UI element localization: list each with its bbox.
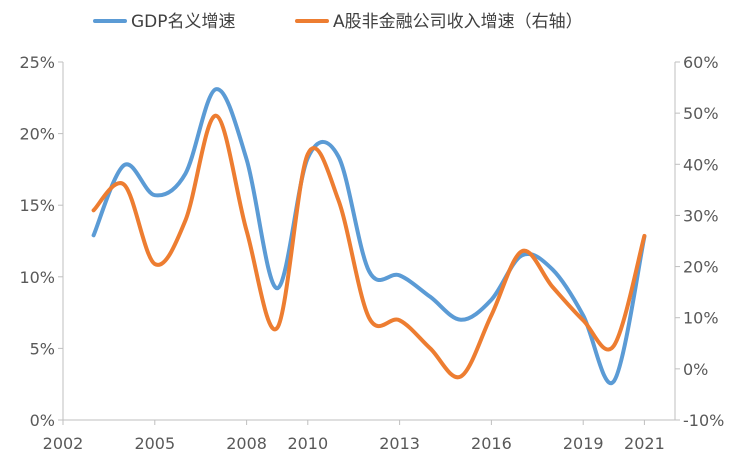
legend-label: GDP名义增速 <box>131 12 236 32</box>
y-right-tick-label: 60% <box>683 53 719 72</box>
y-left-tick-label: 10% <box>19 268 55 287</box>
x-tick-label: 2010 <box>287 434 328 453</box>
y-left-tick-label: 25% <box>19 53 55 72</box>
y-right-tick-label: -10% <box>683 411 724 430</box>
x-tick-label: 2008 <box>226 434 267 453</box>
y-left-tick-label: 5% <box>30 339 55 358</box>
x-tick-label: 2019 <box>563 434 604 453</box>
y-left-tick-label: 0% <box>30 411 55 430</box>
y-right-tick-label: 50% <box>683 104 719 123</box>
x-tick-label: 2002 <box>43 434 84 453</box>
series-line-gdp <box>91 87 647 386</box>
y-right-tick-label: 20% <box>683 258 719 277</box>
y-right-tick-label: 10% <box>683 309 719 328</box>
y-left-tick-label: 15% <box>19 196 55 215</box>
x-tick-label: 2005 <box>134 434 175 453</box>
y-right-tick-label: 30% <box>683 206 719 225</box>
legend-label: A股非金融公司收入增速（右轴） <box>333 12 583 32</box>
y-left-tick-label: 20% <box>19 125 55 144</box>
y-right-tick-label: 0% <box>683 360 708 379</box>
series-line-revenue <box>91 113 647 380</box>
y-right-tick-label: 40% <box>683 155 719 174</box>
x-tick-label: 2013 <box>379 434 420 453</box>
x-tick-label: 2016 <box>471 434 512 453</box>
x-tick-label: 2021 <box>624 434 665 453</box>
